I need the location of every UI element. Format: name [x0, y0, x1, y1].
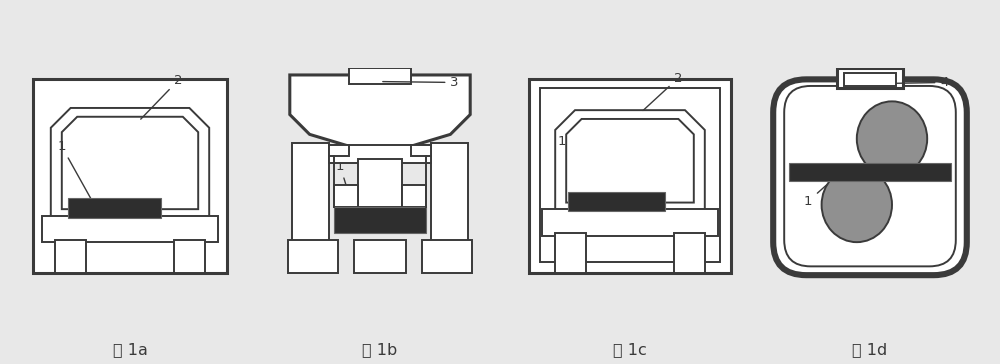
- Text: 图 1d: 图 1d: [852, 342, 888, 357]
- Text: 2: 2: [643, 72, 682, 111]
- Text: 4: 4: [873, 76, 949, 89]
- Text: 图 1a: 图 1a: [113, 342, 147, 357]
- Bar: [540, 88, 720, 262]
- Text: 1: 1: [557, 135, 598, 205]
- Bar: [334, 207, 426, 233]
- Bar: [542, 209, 718, 236]
- Text: 图 1b: 图 1b: [362, 342, 398, 357]
- Bar: [329, 145, 431, 163]
- Ellipse shape: [822, 167, 892, 242]
- Text: 1: 1: [57, 140, 98, 211]
- Ellipse shape: [857, 101, 927, 176]
- FancyBboxPatch shape: [784, 86, 956, 266]
- Bar: [354, 240, 406, 273]
- Polygon shape: [51, 108, 209, 218]
- Polygon shape: [62, 117, 198, 209]
- Polygon shape: [566, 119, 694, 202]
- Bar: [349, 68, 411, 84]
- Bar: [68, 198, 161, 218]
- Bar: [431, 143, 468, 244]
- Bar: [837, 68, 903, 88]
- Bar: [529, 79, 731, 273]
- Text: 2: 2: [141, 74, 182, 119]
- Bar: [329, 145, 349, 157]
- Text: 1: 1: [804, 174, 839, 208]
- Bar: [292, 143, 329, 244]
- Polygon shape: [290, 75, 470, 147]
- Bar: [174, 240, 205, 273]
- Bar: [402, 185, 426, 207]
- Bar: [555, 233, 586, 273]
- Text: 1: 1: [336, 159, 357, 222]
- Polygon shape: [555, 110, 705, 211]
- Text: 图 1c: 图 1c: [613, 342, 647, 357]
- Text: 3: 3: [383, 76, 459, 89]
- Bar: [55, 240, 86, 273]
- Bar: [334, 185, 358, 207]
- Bar: [568, 191, 665, 211]
- Bar: [789, 163, 951, 181]
- FancyBboxPatch shape: [773, 79, 967, 275]
- Bar: [288, 240, 338, 273]
- Bar: [42, 216, 218, 242]
- Bar: [422, 240, 472, 273]
- Bar: [411, 145, 431, 157]
- Bar: [33, 79, 227, 273]
- Bar: [844, 73, 896, 86]
- Bar: [674, 233, 705, 273]
- Bar: [358, 159, 402, 207]
